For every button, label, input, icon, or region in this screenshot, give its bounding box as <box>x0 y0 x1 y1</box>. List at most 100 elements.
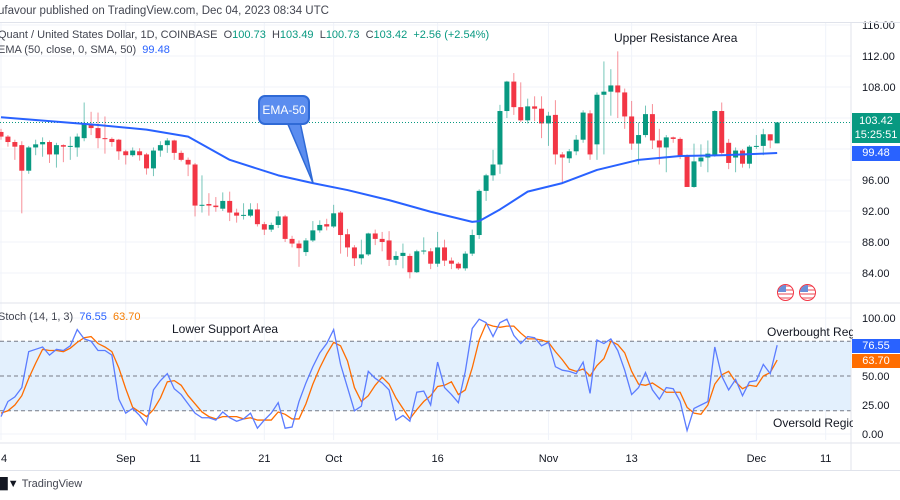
tradingview-brand[interactable]: █▼ TradingView <box>0 478 82 490</box>
candle-body <box>442 247 448 261</box>
candle-body <box>428 251 434 264</box>
candle-body <box>580 112 586 140</box>
candle-body <box>469 235 475 254</box>
candle-body <box>698 157 704 162</box>
candle-body <box>234 212 240 216</box>
candle-body <box>171 140 177 153</box>
candle-body <box>282 216 288 239</box>
candle-body <box>40 142 46 145</box>
candle-body <box>726 142 732 163</box>
candle-body <box>144 154 150 169</box>
stoch-axis-tick: 100.00 <box>862 313 896 325</box>
candle-body <box>414 251 420 273</box>
oversold-label: Oversold Region <box>773 416 853 430</box>
candle-body <box>102 138 108 140</box>
price-axis-tick: 88.00 <box>862 237 890 249</box>
us-flag-event-icon[interactable] <box>799 284 816 301</box>
lower-support-label: Lower Support Area <box>172 322 279 336</box>
candle-body <box>338 212 344 236</box>
candle-body <box>303 240 309 253</box>
candle-body <box>254 209 260 225</box>
stoch-k-legend-value: 76.55 <box>79 311 107 323</box>
last-price-label: 103.42 15:25:51 <box>852 113 900 143</box>
time-axis-tick: 11 <box>189 453 200 465</box>
candle-body <box>178 152 184 160</box>
ema-legend[interactable]: EMA (50, close, 0, SMA, 50) 99.48 <box>0 44 170 56</box>
candle-body <box>642 114 648 136</box>
time-axis-tick: 4 <box>1 453 7 465</box>
stoch-legend-label: Stoch (14, 1, 3) <box>0 311 74 323</box>
candle-body <box>213 205 219 208</box>
candle-body <box>123 151 129 156</box>
candle-body <box>95 128 101 139</box>
candle-body <box>476 190 482 236</box>
last-price-value: 103.42 <box>859 115 893 127</box>
candle-body <box>649 114 655 141</box>
candle-body <box>483 175 489 191</box>
close-value: 103.42 <box>373 29 408 41</box>
candle-body <box>545 115 551 124</box>
price-axis-tick: 108.00 <box>862 82 896 94</box>
low-label: L <box>319 29 326 41</box>
candle-body <box>462 253 468 269</box>
candle-body <box>227 200 233 213</box>
candle-body <box>774 122 780 144</box>
price-axis-tick: 112.00 <box>862 51 895 63</box>
stoch-axis-tick: 50.00 <box>862 371 890 383</box>
candle-body <box>206 204 212 206</box>
candle-body <box>740 150 746 164</box>
candle-body <box>760 134 766 146</box>
price-axis-tick: 84.00 <box>862 268 890 280</box>
stoch-axis-tick: 0.00 <box>862 429 883 441</box>
candle-body <box>116 139 122 152</box>
candle-body <box>241 214 247 216</box>
candle-body <box>746 146 752 164</box>
candle-body <box>407 255 413 273</box>
candle-body <box>53 145 59 155</box>
candle-body <box>525 106 531 121</box>
ema-callout-pointer <box>285 121 314 184</box>
candle-body <box>0 131 4 137</box>
candle-body <box>60 145 66 147</box>
candle-body <box>663 137 669 148</box>
stoch-k-axis-label: 76.55 <box>852 339 900 353</box>
candle-body <box>504 81 510 112</box>
candle-body <box>109 138 115 143</box>
candle-body <box>81 124 87 139</box>
candle-body <box>448 260 454 264</box>
candle-body <box>435 247 441 264</box>
us-flag-event-icon[interactable] <box>777 284 794 301</box>
stoch-d-axis-label: 63.70 <box>852 354 900 368</box>
candle-body <box>379 238 385 242</box>
stoch-series <box>0 318 778 433</box>
divider <box>0 22 900 23</box>
candle-body <box>400 252 406 256</box>
candle-body <box>19 145 25 171</box>
candle-body <box>164 140 170 146</box>
candle-body <box>220 200 226 209</box>
candle-body <box>455 263 461 269</box>
candle-body <box>365 233 371 255</box>
candle-body <box>12 142 18 147</box>
price-axis-tick: 92.00 <box>862 206 890 218</box>
candle-body <box>684 155 690 187</box>
candle-body <box>753 145 759 147</box>
candle-body <box>185 159 191 165</box>
candle-body <box>559 154 565 158</box>
axes: 116.00 112.00 108.00 96.00 92.00 88.00 84.00 10… <box>0 20 900 470</box>
candle-body <box>67 145 73 147</box>
candle-body <box>157 145 163 151</box>
candle-body <box>247 209 253 216</box>
stoch-legend[interactable]: Stoch (14, 1, 3) 76.55 63.70 <box>0 311 141 323</box>
ema-callout: EMA-50 <box>258 95 310 125</box>
time-axis-tick: 21 <box>258 453 270 465</box>
symbol-legend[interactable]: Quant / United States Dollar, 1D, COINBA… <box>0 29 489 41</box>
candle-body <box>719 111 725 153</box>
candle-body <box>331 213 337 227</box>
candle-body <box>150 150 156 169</box>
change-value: +2.56 (+2.54%) <box>413 29 490 41</box>
candle-body <box>601 91 607 95</box>
ema-legend-label: EMA (50, close, 0, SMA, 50) <box>0 44 137 56</box>
candle-body <box>5 136 11 143</box>
